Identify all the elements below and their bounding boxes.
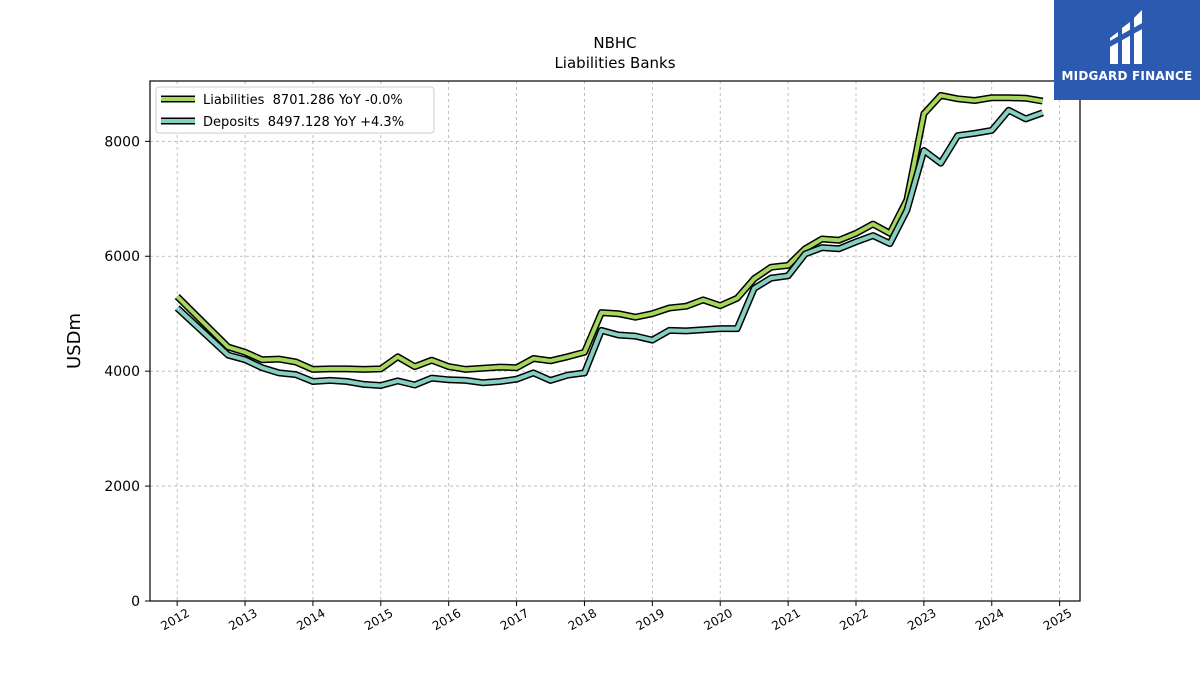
gridlines xyxy=(150,81,1080,602)
x-tick-label: 2018 xyxy=(566,606,599,633)
series-outline-liabilities xyxy=(174,91,1044,373)
y-tick-label: 8000 xyxy=(104,134,140,150)
legend-label-liabilities: Liabilities 8701.286 YoY -0.0% xyxy=(203,93,403,108)
legend-label-deposits: Deposits 8497.128 YoY +4.3% xyxy=(203,115,404,130)
legend: Liabilities 8701.286 YoY -0.0% Deposits … xyxy=(155,86,435,134)
y-tick-label: 6000 xyxy=(104,249,140,265)
legend-box xyxy=(155,86,435,134)
x-tick-label: 2015 xyxy=(362,606,395,633)
brand-logo: MIDGARD FINANCE xyxy=(1054,0,1200,100)
x-tick-label: 2013 xyxy=(226,606,259,633)
x-tick-label: 2019 xyxy=(634,606,667,633)
x-tick-label: 2016 xyxy=(430,606,463,633)
x-tick-label: 2012 xyxy=(158,606,191,633)
y-axis-label: USDm xyxy=(64,313,85,369)
chart-subtitle: Liabilities Banks xyxy=(554,54,675,72)
y-tick-label: 2000 xyxy=(104,479,140,495)
x-tick-label: 2017 xyxy=(498,606,531,633)
series-line-deposits xyxy=(175,108,1044,388)
y-tick-label: 0 xyxy=(131,594,140,610)
x-tick-label: 2025 xyxy=(1041,606,1074,633)
x-tick-label: 2020 xyxy=(701,606,734,633)
x-tick-label: 2023 xyxy=(905,606,938,633)
x-tick-label: 2014 xyxy=(294,606,327,633)
x-tick-label: 2024 xyxy=(973,606,1006,633)
chart-title: NBHC xyxy=(593,34,636,52)
logo-mark-icon xyxy=(1108,10,1144,64)
axis-ticks: 2012 2013 2014 2015 2016 2017 2018 2019 2020 2021… xyxy=(104,134,1074,633)
plot-frame xyxy=(149,80,1081,602)
x-tick-label: 2022 xyxy=(837,606,870,633)
series-line-liabilities xyxy=(175,93,1044,372)
x-tick-label: 2021 xyxy=(769,606,802,633)
series-lines xyxy=(174,91,1044,389)
logo-text: MIDGARD FINANCE xyxy=(1061,69,1193,83)
y-tick-label: 4000 xyxy=(104,364,140,380)
